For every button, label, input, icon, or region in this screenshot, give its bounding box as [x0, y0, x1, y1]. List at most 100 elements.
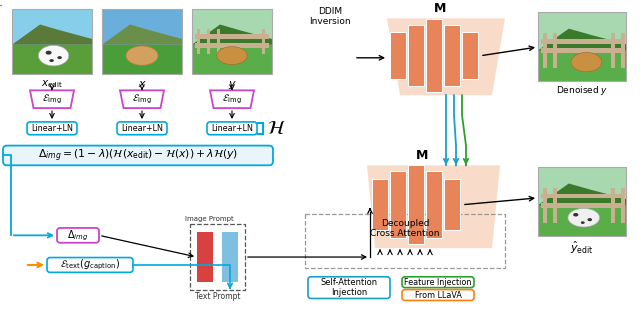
Ellipse shape — [126, 46, 158, 65]
Bar — [390, 171, 406, 238]
Bar — [390, 32, 406, 80]
Ellipse shape — [49, 59, 54, 62]
Polygon shape — [120, 90, 164, 108]
Bar — [12, 9, 92, 74]
FancyBboxPatch shape — [207, 122, 257, 135]
Bar — [538, 205, 626, 236]
Text: $\mathcal{E}_{\rm img}$: $\mathcal{E}_{\rm img}$ — [222, 93, 242, 106]
Bar — [192, 9, 272, 45]
Text: $\Delta_{img}$: $\Delta_{img}$ — [67, 228, 89, 242]
Polygon shape — [192, 25, 272, 45]
FancyBboxPatch shape — [57, 228, 99, 243]
Bar — [621, 188, 625, 222]
Bar — [12, 9, 92, 45]
Polygon shape — [12, 25, 92, 45]
Bar — [195, 34, 269, 39]
FancyBboxPatch shape — [117, 122, 167, 135]
Polygon shape — [367, 165, 500, 248]
Bar — [538, 167, 626, 205]
FancyBboxPatch shape — [402, 290, 474, 300]
Text: Image Prompt: Image Prompt — [185, 215, 234, 221]
Bar — [408, 25, 424, 86]
Bar — [408, 165, 424, 244]
Bar — [553, 33, 557, 68]
Bar — [462, 32, 478, 80]
Ellipse shape — [588, 218, 592, 221]
Bar — [426, 19, 442, 92]
FancyBboxPatch shape — [402, 277, 474, 288]
Bar — [543, 33, 547, 68]
Text: M: M — [416, 150, 428, 163]
Text: From LLaVA: From LLaVA — [415, 290, 461, 299]
Bar — [207, 29, 210, 54]
Ellipse shape — [217, 47, 247, 65]
Text: $x$: $x$ — [138, 79, 147, 89]
Text: $y$: $y$ — [227, 79, 237, 91]
Text: Text Prompt: Text Prompt — [195, 292, 240, 301]
Text: Feature Injection: Feature Injection — [404, 278, 472, 287]
Text: $\mathcal{H}$: $\mathcal{H}$ — [267, 119, 285, 138]
Ellipse shape — [573, 213, 579, 216]
Text: Linear+LN: Linear+LN — [31, 124, 73, 133]
Polygon shape — [387, 18, 505, 95]
Bar — [538, 12, 626, 50]
Bar — [197, 29, 200, 54]
Polygon shape — [102, 25, 182, 45]
FancyBboxPatch shape — [3, 146, 273, 165]
Ellipse shape — [581, 221, 585, 224]
Text: Linear+LN: Linear+LN — [121, 124, 163, 133]
Text: $\hat{y}_{\rm edit}$: $\hat{y}_{\rm edit}$ — [570, 239, 594, 256]
Bar — [12, 45, 92, 74]
Bar — [543, 188, 547, 222]
Text: $\Delta_{img} = (1-\lambda)(\mathcal{H}(x_{\rm edit})-\mathcal{H}(x))+\lambda\ma: $\Delta_{img} = (1-\lambda)(\mathcal{H}(… — [38, 147, 238, 164]
Bar — [538, 167, 626, 236]
Bar — [372, 179, 388, 230]
Bar — [611, 33, 615, 68]
FancyBboxPatch shape — [308, 277, 390, 298]
Text: $\mathcal{E}_{\rm img}$: $\mathcal{E}_{\rm img}$ — [132, 93, 152, 106]
Bar — [197, 232, 213, 282]
Text: DDIM
Inversion: DDIM Inversion — [309, 7, 351, 26]
Bar — [541, 39, 623, 44]
Bar — [541, 203, 623, 208]
Ellipse shape — [58, 56, 62, 59]
Bar — [444, 25, 460, 86]
Bar — [541, 48, 623, 53]
Text: Decoupled
Cross Attention: Decoupled Cross Attention — [371, 218, 440, 238]
Bar — [190, 224, 245, 290]
Bar — [102, 45, 182, 74]
Bar — [192, 45, 272, 74]
FancyBboxPatch shape — [27, 122, 77, 135]
Ellipse shape — [38, 45, 69, 66]
Text: $\mathcal{E}_{\rm img}$: $\mathcal{E}_{\rm img}$ — [42, 93, 62, 106]
Bar — [222, 232, 238, 282]
Ellipse shape — [568, 208, 600, 227]
Text: M: M — [434, 2, 446, 15]
Bar — [102, 9, 182, 45]
Bar — [538, 50, 626, 82]
Text: Denoised $y$: Denoised $y$ — [556, 85, 608, 98]
Text: Linear+LN: Linear+LN — [211, 124, 253, 133]
Text: Self-Attention
Injection: Self-Attention Injection — [321, 278, 378, 297]
Bar — [262, 29, 265, 54]
Bar — [305, 214, 505, 268]
Polygon shape — [538, 183, 626, 205]
Polygon shape — [538, 29, 626, 50]
Bar — [426, 171, 442, 238]
Bar — [102, 9, 182, 74]
Bar — [192, 9, 272, 74]
Ellipse shape — [571, 53, 602, 72]
Bar — [195, 43, 269, 48]
Text: $x_{\rm edit}$: $x_{\rm edit}$ — [41, 79, 63, 90]
FancyBboxPatch shape — [47, 257, 133, 272]
Text: $\mathcal{E}_{\rm text}(g_{\rm caption})$: $\mathcal{E}_{\rm text}(g_{\rm caption})… — [60, 258, 120, 272]
Bar — [444, 179, 460, 230]
Bar — [538, 12, 626, 82]
Ellipse shape — [45, 51, 52, 55]
Bar — [611, 188, 615, 222]
Bar — [541, 193, 623, 198]
Bar — [553, 188, 557, 222]
Polygon shape — [30, 90, 74, 108]
Polygon shape — [210, 90, 254, 108]
Bar — [621, 33, 625, 68]
